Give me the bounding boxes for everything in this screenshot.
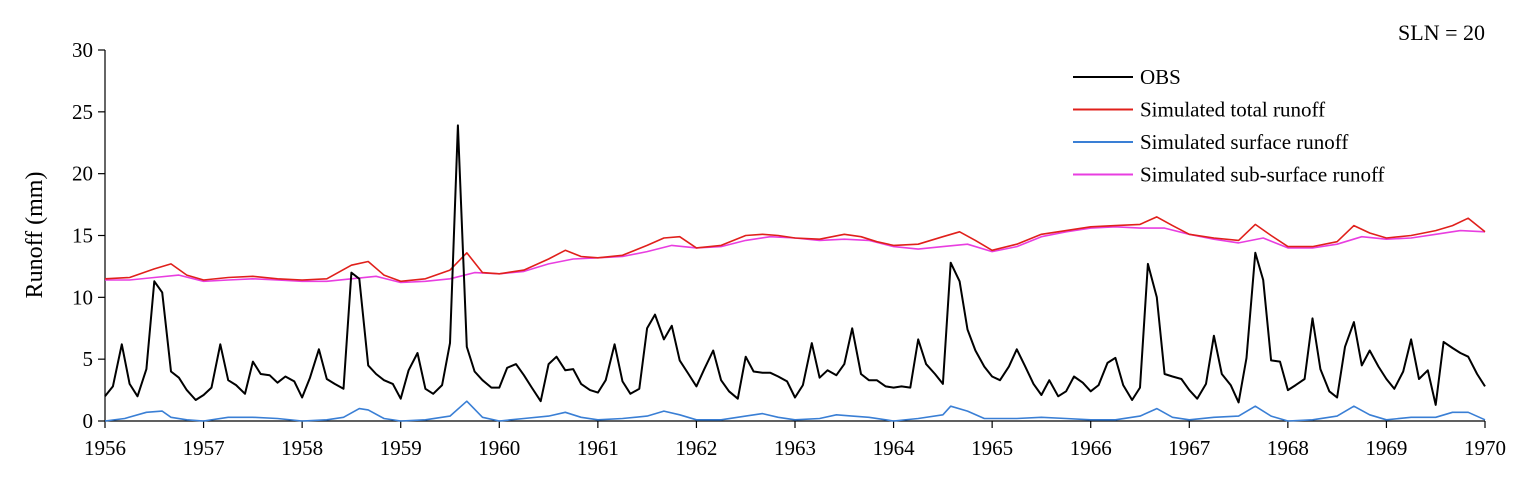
x-tick-label: 1961 bbox=[577, 436, 619, 460]
sln-annotation: SLN = 20 bbox=[1398, 20, 1485, 45]
x-tick-label: 1965 bbox=[971, 436, 1013, 460]
axes: 0 5 10 15 20 25 30 1956 1957 1958 1959 1960 1961 1962… bbox=[72, 38, 1506, 460]
x-tick-label: 1962 bbox=[675, 436, 717, 460]
x-tick-label: 1966 bbox=[1070, 436, 1112, 460]
series-lines bbox=[104, 124, 1486, 422]
legend-label-simulated-surface-runoff: Simulated surface runoff bbox=[1140, 130, 1348, 154]
legend-label-simulated-total-runoff: Simulated total runoff bbox=[1140, 98, 1325, 122]
y-tick-label: 20 bbox=[72, 162, 93, 186]
y-tick-label: 0 bbox=[83, 409, 94, 433]
y-tick-label: 30 bbox=[72, 38, 93, 62]
x-tick-label: 1969 bbox=[1365, 436, 1407, 460]
y-tick-label: 15 bbox=[72, 224, 93, 248]
x-tick-label: 1959 bbox=[380, 436, 422, 460]
y-tick-label: 25 bbox=[72, 100, 93, 124]
legend: OBS Simulated total runoff Simulated surfa… bbox=[1073, 65, 1385, 187]
y-tick-label: 10 bbox=[72, 285, 93, 309]
y-axis-title: Runoff (mm) bbox=[22, 172, 48, 299]
x-tick-label: 1964 bbox=[873, 436, 916, 460]
x-tick-label: 1963 bbox=[774, 436, 816, 460]
y-tick-label: 5 bbox=[83, 347, 94, 371]
x-tick-label: 1960 bbox=[478, 436, 520, 460]
x-tick-label: 1956 bbox=[84, 436, 126, 460]
x-tick-label: 1968 bbox=[1267, 436, 1309, 460]
series-line-simulated-sub-surface-runoff bbox=[105, 226, 1486, 284]
x-tick-label: 1957 bbox=[183, 436, 225, 460]
x-tick-label: 1958 bbox=[281, 436, 323, 460]
series-line-simulated-surface-runoff bbox=[104, 400, 1486, 422]
legend-label-obs: OBS bbox=[1140, 65, 1181, 89]
x-tick-label: 1970 bbox=[1464, 436, 1506, 460]
legend-label-simulated-sub-surface-runoff: Simulated sub-surface runoff bbox=[1140, 163, 1385, 187]
series-line-simulated-total-runoff bbox=[104, 216, 1486, 283]
x-tick-label: 1967 bbox=[1168, 436, 1210, 460]
series-line-obs bbox=[104, 124, 1486, 406]
